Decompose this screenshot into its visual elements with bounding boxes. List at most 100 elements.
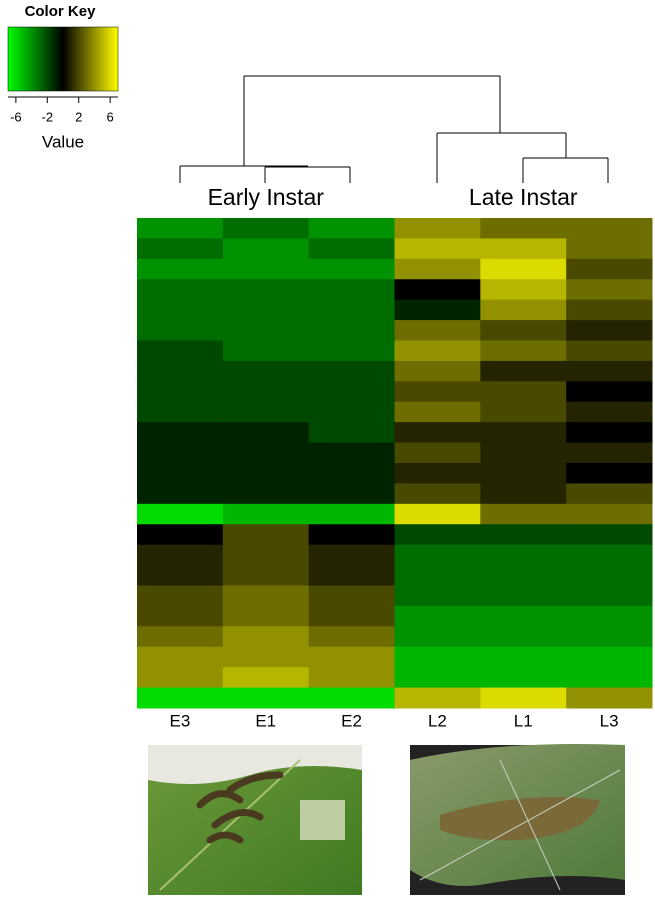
heatmap-cell	[137, 360, 224, 382]
heatmap-cell	[308, 687, 395, 709]
heatmap-cell	[222, 626, 310, 648]
heatmap-cell	[137, 483, 224, 505]
column-label: L2	[428, 711, 447, 730]
heatmap-cell	[566, 299, 653, 321]
heatmap-cell	[480, 483, 567, 505]
heatmap-cell	[222, 320, 310, 341]
heatmap-cell	[308, 483, 395, 505]
heatmap-cell	[566, 544, 653, 566]
heatmap-cell	[137, 320, 224, 341]
key-title: Color Key	[25, 3, 97, 20]
heatmap-cell	[308, 605, 395, 627]
heatmap-cell	[480, 605, 567, 627]
heatmap-cell	[566, 667, 653, 689]
photo-early	[148, 745, 362, 895]
heatmap-cell	[566, 360, 653, 382]
heatmap-cell	[566, 340, 653, 362]
heatmap-cell	[394, 238, 481, 260]
heatmap-cell	[566, 218, 653, 239]
heatmap-cell	[480, 626, 567, 648]
heatmap-cell	[222, 238, 310, 260]
heatmap-cell	[137, 258, 224, 280]
heatmap-cell	[394, 483, 481, 505]
heatmap-cell	[566, 381, 653, 403]
heatmap-cell	[394, 605, 481, 627]
key-label: Value	[42, 132, 84, 151]
heatmap-cell	[308, 667, 395, 689]
photo-late	[410, 744, 625, 895]
heatmap-cell	[480, 442, 567, 464]
color-key	[7, 26, 119, 92]
heatmap-cell	[480, 503, 567, 525]
heatmap-cell	[394, 381, 481, 403]
heatmap-cell	[566, 320, 653, 341]
heatmap-cell	[308, 626, 395, 648]
heatmap-cell	[308, 503, 395, 525]
heatmap-cell	[566, 483, 653, 505]
heatmap-cell	[222, 544, 310, 566]
heatmap-cell	[222, 381, 310, 403]
heatmap-cell	[394, 258, 481, 280]
heatmap-cell	[222, 687, 310, 709]
heatmap-cell	[480, 585, 567, 607]
heatmap-cell	[566, 279, 653, 301]
heatmap-cell	[394, 340, 481, 362]
heatmap-cell	[566, 687, 653, 709]
heatmap-cell	[222, 646, 310, 668]
heatmap-cell	[394, 299, 481, 321]
heatmap-cell	[394, 422, 481, 444]
heatmap-cell	[308, 442, 395, 464]
heatmap-cell	[566, 503, 653, 525]
heatmap-cell	[137, 463, 224, 484]
heatmap-cell	[308, 238, 395, 260]
group-label: Late Instar	[469, 184, 578, 210]
heatmap-cell	[394, 667, 481, 689]
heatmap-cell	[394, 565, 481, 586]
heatmap-cell	[566, 442, 653, 464]
heatmap-cell	[394, 544, 481, 566]
heatmap-cell	[394, 524, 481, 546]
heatmap-cell	[222, 258, 310, 280]
heatmap-cell	[480, 320, 567, 341]
heatmap-cell	[566, 605, 653, 627]
heatmap-cell	[308, 360, 395, 382]
heatmap-cell	[137, 605, 224, 627]
heatmap-cell	[394, 218, 481, 239]
heatmap-cell	[394, 279, 481, 301]
heatmap-cell	[137, 279, 224, 301]
heatmap-cell	[566, 238, 653, 260]
heatmap-cell	[308, 585, 395, 607]
heatmap-cell	[308, 279, 395, 301]
heatmap-cell	[137, 218, 224, 239]
heatmap-cell	[137, 687, 224, 709]
heatmap-cell	[308, 401, 395, 423]
key-tick-label: 6	[107, 109, 114, 124]
heatmap-cell	[222, 463, 310, 484]
heatmap-cell	[480, 258, 567, 280]
heatmap-cell	[222, 565, 310, 586]
heatmap-cell	[566, 585, 653, 607]
heatmap-cell	[566, 422, 653, 444]
heatmap-cell	[137, 524, 224, 546]
heatmap-cell	[394, 646, 481, 668]
heatmap-cell	[308, 340, 395, 362]
heatmap-cell	[480, 646, 567, 668]
heatmap-cell	[222, 279, 310, 301]
heatmap-cell	[222, 585, 310, 607]
heatmap-cell	[566, 258, 653, 280]
column-label: E3	[170, 711, 191, 730]
heatmap-cell	[566, 463, 653, 484]
heatmap-cell	[222, 667, 310, 689]
heatmap-cell	[566, 401, 653, 423]
column-label: E2	[341, 711, 362, 730]
group-label: Early Instar	[208, 184, 325, 210]
heatmap-cell	[137, 422, 224, 444]
key-tick-label: -6	[10, 109, 22, 124]
heatmap-cell	[222, 340, 310, 362]
heatmap-cell	[480, 299, 567, 321]
heatmap-cell	[137, 401, 224, 423]
heatmap-cell	[137, 238, 224, 260]
heatmap-cell	[480, 565, 567, 586]
heatmap-cell	[394, 626, 481, 648]
